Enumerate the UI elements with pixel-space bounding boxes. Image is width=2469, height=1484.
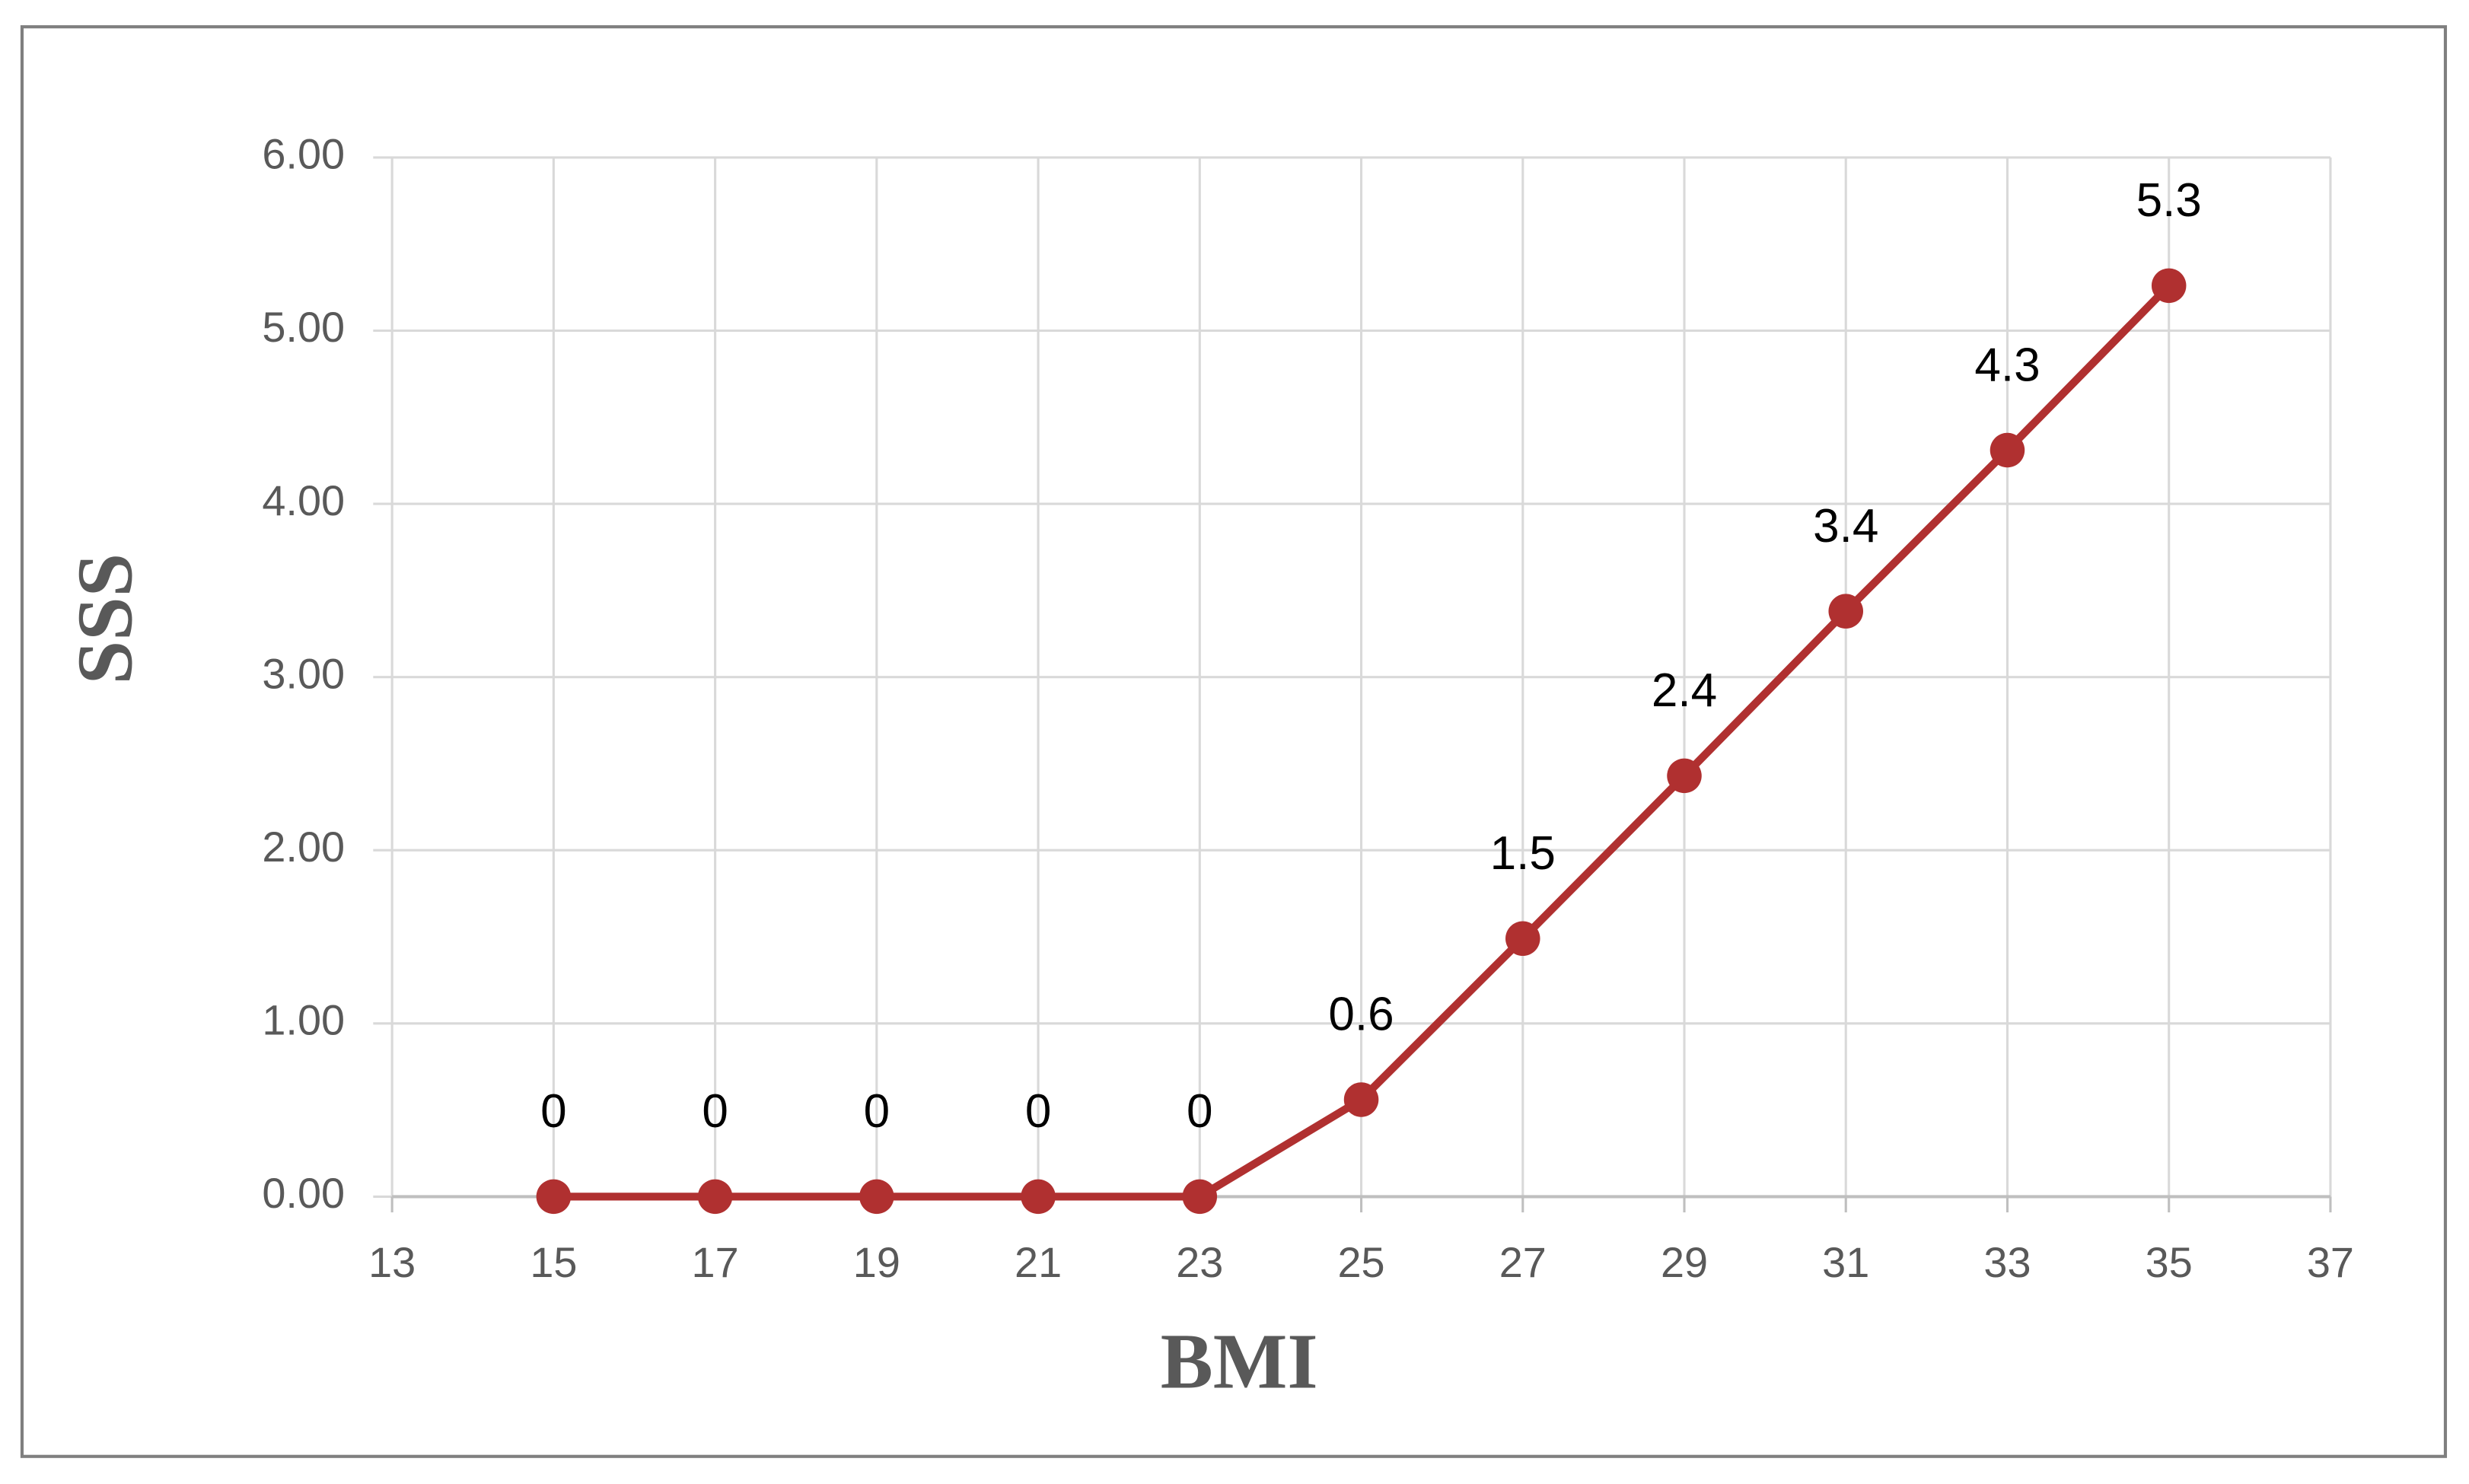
data-point (1828, 594, 1863, 629)
x-tick-label: 23 (1176, 1238, 1223, 1286)
data-label: 2.4 (1652, 664, 1717, 717)
y-tick-label: 1.00 (262, 996, 345, 1044)
data-label: 0 (1187, 1085, 1213, 1138)
y-axis-title: SSS (62, 553, 149, 685)
x-tick-label: 19 (853, 1238, 900, 1286)
grid: 0.00 1.00 2.00 3.00 4.00 5.00 6.00 13 15 17 19 21 23… (262, 130, 2354, 1286)
data-point (1505, 921, 1540, 957)
data-point (697, 1179, 733, 1215)
data-point (1021, 1179, 1056, 1215)
data-point (1343, 1082, 1379, 1117)
chart-border (20, 25, 2448, 1458)
data-label: 0 (1025, 1085, 1052, 1138)
data-point (1182, 1179, 1218, 1215)
y-tick-label: 3.00 (262, 649, 345, 697)
data-label: 3.4 (1813, 500, 1878, 553)
x-tick-label: 13 (368, 1238, 416, 1286)
y-tick-label: 6.00 (262, 130, 345, 178)
data-label: 1.5 (1490, 827, 1556, 880)
data-label: 5.3 (2136, 174, 2202, 227)
data-label: 0 (702, 1085, 728, 1138)
y-tick-label: 2.00 (262, 823, 345, 871)
y-tick-label: 5.00 (262, 303, 345, 351)
x-tick-label: 17 (692, 1238, 739, 1286)
data-point (859, 1179, 894, 1215)
data-point (2151, 268, 2187, 304)
data-point (1990, 432, 2025, 468)
data-label: 0 (540, 1085, 567, 1138)
x-tick-label: 27 (1499, 1238, 1547, 1286)
x-axis-title: BMI (1161, 1319, 1318, 1406)
data-label: 4.3 (1974, 339, 2040, 391)
x-tick-label: 35 (2146, 1238, 2193, 1286)
x-tick-label: 33 (1983, 1238, 2031, 1286)
x-tick-label: 21 (1015, 1238, 1062, 1286)
x-tick-label: 31 (1822, 1238, 1869, 1286)
data-point (1667, 758, 1702, 794)
y-tick-label: 4.00 (262, 476, 345, 524)
x-tick-label: 29 (1661, 1238, 1708, 1286)
data-label: 0.6 (1328, 989, 1394, 1041)
x-tick-label: 25 (1337, 1238, 1384, 1286)
data-label: 0 (864, 1085, 890, 1138)
plot: 0 0 0 0 0 0.6 1.5 2.4 3.4 4.3 5.3 (536, 174, 2202, 1215)
data-point (536, 1179, 572, 1215)
y-tick-label: 0.00 (262, 1169, 345, 1217)
x-tick-label: 15 (530, 1238, 577, 1286)
x-tick-label: 37 (2307, 1238, 2354, 1286)
